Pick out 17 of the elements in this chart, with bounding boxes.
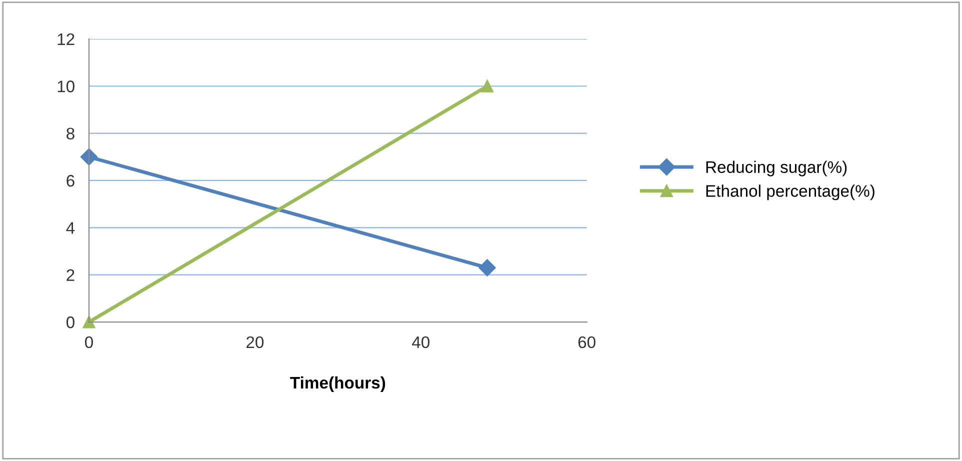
y-tick-label: 0 [66, 316, 74, 328]
x-axis-title: Time(hours) [290, 376, 386, 392]
y-tick-label: 12 [58, 33, 74, 45]
y-tick-label: 2 [66, 269, 74, 281]
y-tick-label: 6 [66, 174, 74, 187]
point [82, 316, 96, 328]
y-tick-label: 10 [58, 80, 74, 92]
y-tick-label: 4 [66, 222, 75, 234]
x-tick-label: 40 [412, 336, 430, 348]
x-tick-label: 20 [246, 336, 264, 348]
legend-label: Ethanol percentage(%) [706, 184, 874, 200]
legend-label: Reducing sugar(%) [706, 160, 847, 176]
x-tick-label: 0 [85, 336, 93, 348]
point [478, 259, 496, 276]
y-tick-label: 8 [66, 128, 74, 140]
point [481, 80, 494, 92]
x-tick-label: 60 [578, 336, 596, 348]
